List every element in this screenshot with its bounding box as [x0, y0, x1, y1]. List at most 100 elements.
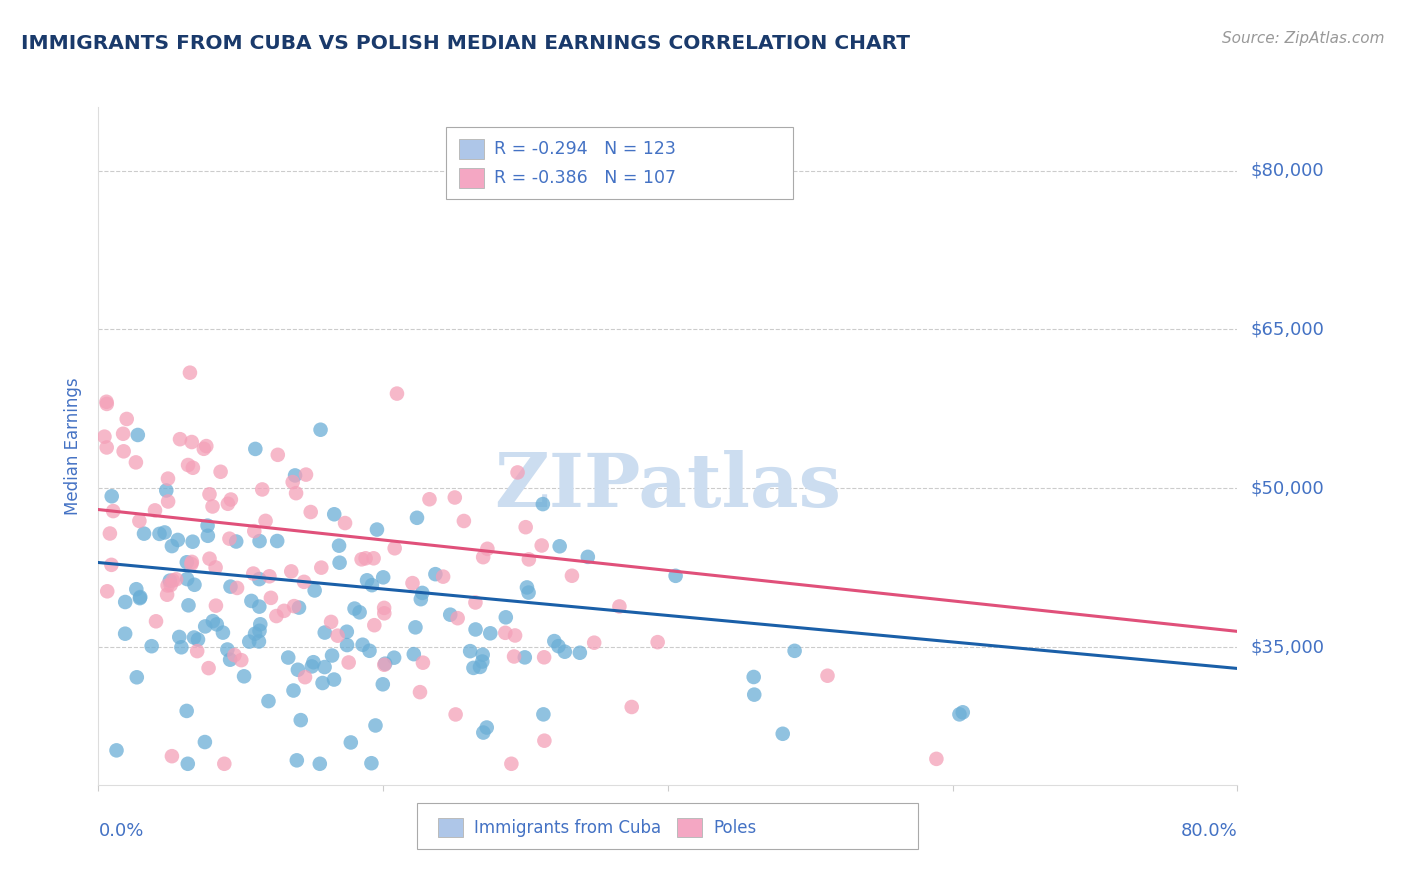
Text: $50,000: $50,000 — [1251, 479, 1324, 498]
Point — [620, 700, 643, 714]
Point — [609, 599, 631, 614]
Point — [257, 694, 280, 708]
Point — [177, 756, 200, 771]
Point — [240, 594, 263, 608]
Point — [197, 529, 219, 543]
Point — [179, 366, 201, 380]
Point — [259, 569, 281, 583]
Point — [406, 510, 429, 524]
Point — [411, 586, 433, 600]
Point — [304, 583, 326, 598]
Point — [568, 646, 591, 660]
Point — [326, 629, 349, 643]
Point — [283, 683, 305, 698]
Point — [472, 550, 495, 565]
Point — [288, 600, 311, 615]
Point — [96, 584, 118, 599]
Point — [225, 534, 247, 549]
Point — [194, 735, 217, 749]
Point — [205, 599, 228, 613]
Point — [533, 733, 555, 747]
Point — [242, 566, 264, 581]
Point — [114, 595, 136, 609]
Point — [181, 460, 204, 475]
Point — [409, 592, 432, 607]
Point — [260, 591, 283, 605]
Point — [373, 607, 395, 621]
Point — [533, 650, 555, 665]
Point — [283, 599, 305, 614]
Point — [308, 756, 330, 771]
Point — [506, 466, 529, 480]
Point — [127, 428, 149, 442]
Point — [243, 524, 266, 538]
Point — [277, 650, 299, 665]
Point — [373, 600, 395, 615]
Point — [503, 649, 526, 664]
Point — [292, 574, 315, 589]
Point — [354, 551, 377, 566]
Point — [148, 527, 170, 541]
Point — [160, 749, 183, 764]
Point — [311, 676, 333, 690]
Point — [125, 455, 148, 469]
Point — [548, 539, 571, 553]
Point — [112, 426, 135, 441]
Point — [212, 625, 235, 640]
Point — [266, 534, 288, 549]
Point — [402, 647, 425, 661]
FancyBboxPatch shape — [437, 818, 463, 838]
Point — [114, 626, 136, 640]
Point — [201, 500, 224, 514]
Point — [181, 534, 204, 549]
Point — [350, 552, 373, 566]
Point — [205, 617, 228, 632]
Point — [285, 753, 308, 767]
Point — [197, 661, 219, 675]
Point — [373, 657, 395, 672]
Point — [180, 435, 202, 450]
FancyBboxPatch shape — [446, 128, 793, 199]
Point — [103, 504, 125, 518]
Point — [495, 610, 517, 624]
Point — [328, 539, 350, 553]
Point — [925, 752, 948, 766]
Point — [204, 560, 226, 574]
Point — [169, 432, 191, 446]
Point — [197, 518, 219, 533]
Point — [252, 483, 274, 497]
Point — [665, 569, 688, 583]
Point — [98, 526, 121, 541]
Point — [471, 655, 494, 669]
Point — [201, 614, 224, 628]
Point — [742, 670, 765, 684]
Point — [444, 707, 467, 722]
Point — [186, 644, 208, 658]
Point — [93, 430, 115, 444]
Point — [472, 725, 495, 739]
Point — [352, 638, 374, 652]
Point — [302, 655, 325, 669]
Point — [128, 514, 150, 528]
Point — [198, 551, 221, 566]
Point — [145, 615, 167, 629]
Point — [321, 648, 343, 663]
Point — [249, 617, 271, 632]
Point — [166, 533, 188, 547]
Point — [309, 423, 332, 437]
Text: ZIPatlas: ZIPatlas — [495, 450, 841, 524]
Point — [363, 618, 385, 632]
Point — [356, 574, 378, 588]
FancyBboxPatch shape — [460, 168, 485, 188]
Point — [336, 638, 359, 652]
Point — [530, 539, 553, 553]
Point — [817, 669, 839, 683]
Point — [516, 581, 538, 595]
Point — [159, 578, 181, 592]
Point — [576, 549, 599, 564]
Point — [333, 516, 356, 530]
Point — [314, 660, 336, 674]
Point — [214, 756, 236, 771]
Point — [156, 588, 179, 602]
Point — [266, 609, 288, 624]
